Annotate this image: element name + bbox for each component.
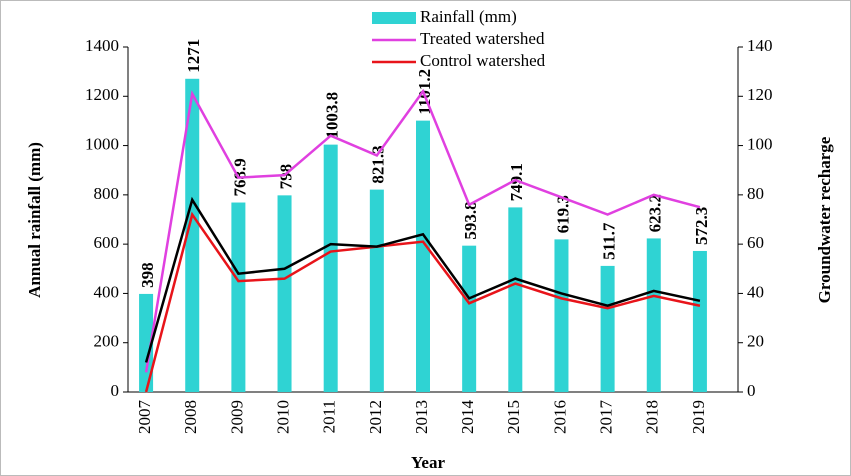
y-tick-label: 800 <box>94 184 120 203</box>
value-label: 749.1 <box>507 163 526 201</box>
x-tick-label: 2012 <box>366 400 385 434</box>
value-label: 1003.8 <box>323 92 342 139</box>
y2-tick-label: 100 <box>747 134 773 153</box>
bar <box>231 202 246 392</box>
x-tick-label: 2017 <box>597 400 616 435</box>
bar <box>462 245 477 392</box>
line-series <box>144 88 701 373</box>
x-tick-label: 2009 <box>227 400 246 434</box>
value-label: 1271 <box>184 39 203 73</box>
x-tick-label: 2007 <box>135 400 154 435</box>
value-label: 619.3 <box>553 195 572 233</box>
x-tick-label: 2014 <box>458 400 477 435</box>
bar <box>416 120 430 392</box>
y2-tick-label: 20 <box>747 332 764 351</box>
x-tick-label: 2018 <box>643 400 662 434</box>
legend-label: Rainfall (mm) <box>420 7 517 26</box>
value-label: 398 <box>138 262 157 288</box>
legend-label: Control watershed <box>420 51 546 70</box>
y-tick-label: 0 <box>111 381 120 400</box>
bar <box>508 207 523 392</box>
bar <box>369 189 384 392</box>
bar <box>600 265 615 392</box>
y-tick-label: 1000 <box>85 134 119 153</box>
y-tick-label: 400 <box>94 282 120 301</box>
y2-tick-label: 120 <box>747 85 773 104</box>
y2-tick-label: 0 <box>747 381 756 400</box>
x-tick-label: 2015 <box>504 400 523 434</box>
value-label: 593.8 <box>461 201 480 239</box>
x-tick-label: 2016 <box>550 400 569 434</box>
y-tick-label: 200 <box>94 332 120 351</box>
legend-swatch <box>372 12 416 24</box>
y2-tick-label: 140 <box>747 36 773 55</box>
y-tick-label: 600 <box>94 233 120 252</box>
y-tick-label: 1200 <box>85 85 119 104</box>
line-series <box>144 196 701 363</box>
x-tick-label: 2010 <box>273 400 292 434</box>
bar <box>692 250 707 392</box>
y-tick-label: 1400 <box>85 36 119 55</box>
x-tick-label: 2013 <box>412 400 431 434</box>
x-axis-title: Year <box>411 453 445 472</box>
y2-tick-label: 80 <box>747 184 764 203</box>
value-label: 572.3 <box>692 207 711 245</box>
x-tick-label: 2011 <box>320 400 339 433</box>
line-series <box>144 211 701 393</box>
y2-tick-label: 40 <box>747 282 764 301</box>
bar <box>139 293 154 392</box>
bar <box>323 144 338 392</box>
y-axis-title: Annual rainfall (mm) <box>25 142 44 298</box>
bar <box>185 78 200 393</box>
value-label: 821.3 <box>369 145 388 183</box>
bar <box>277 195 292 392</box>
value-label: 511.7 <box>600 222 619 260</box>
bar <box>646 238 661 392</box>
value-label: 623.2 <box>646 194 665 232</box>
legend-label: Treated watershed <box>420 29 545 48</box>
y2-tick-label: 60 <box>747 233 764 252</box>
x-tick-label: 2019 <box>689 400 708 434</box>
x-tick-label: 2008 <box>181 400 200 434</box>
y2-axis-title: Groundwater recharge <box>815 136 834 303</box>
bar <box>554 239 569 392</box>
